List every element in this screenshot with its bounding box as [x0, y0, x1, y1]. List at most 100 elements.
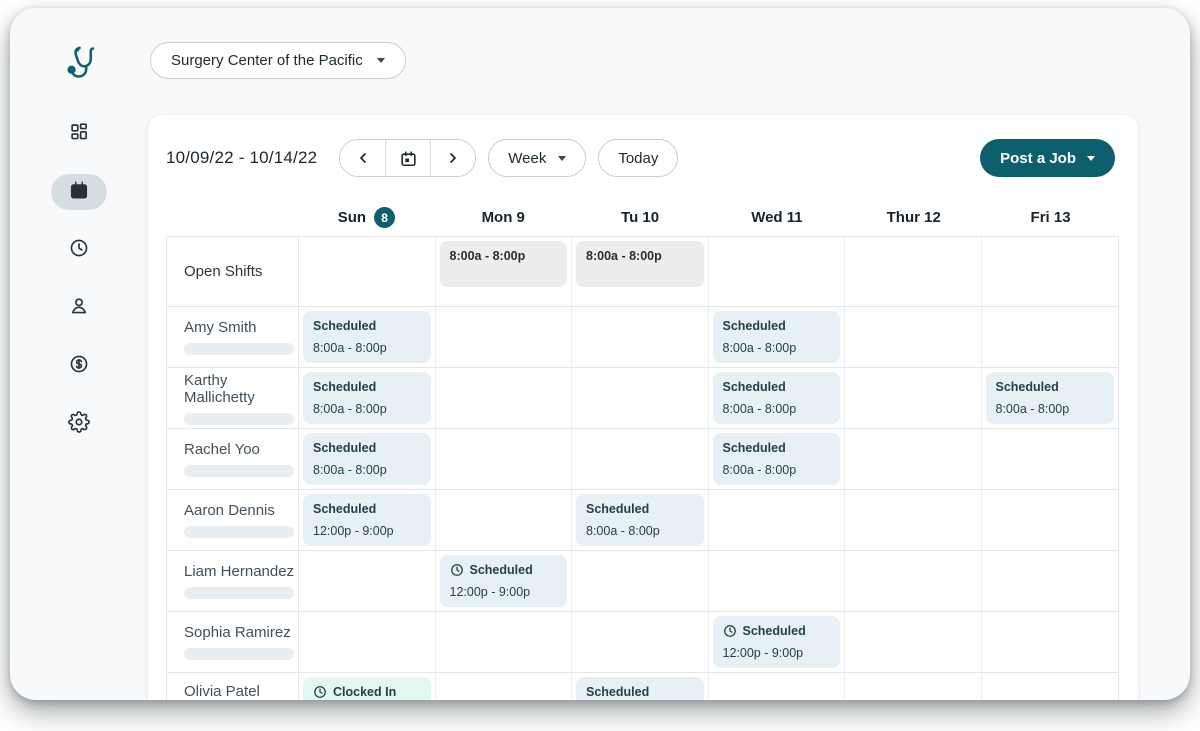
row-label-cell: Rachel Yoo: [167, 429, 299, 490]
schedule-toolbar: 10/09/22 - 10/14/22 Week: [166, 139, 1115, 177]
scheduled-shift-card[interactable]: Scheduled 12:00p - 9:00p: [439, 555, 567, 607]
sidebar-item-settings[interactable]: [51, 406, 107, 442]
day-cell[interactable]: [845, 307, 982, 368]
day-cell[interactable]: [435, 612, 572, 673]
day-cell[interactable]: [708, 490, 845, 551]
shift-card-time: 8:00a - 8:00p: [586, 524, 660, 538]
day-cell[interactable]: [572, 612, 709, 673]
scheduled-shift-card[interactable]: Scheduled 8:00a - 8:00p: [712, 433, 840, 485]
day-cell[interactable]: [845, 490, 982, 551]
shift-card-title: 8:00a - 8:00p: [586, 249, 662, 263]
day-cell[interactable]: [981, 551, 1118, 612]
staff-subtitle-placeholder: [184, 343, 294, 355]
day-cell[interactable]: 8:00a - 8:00p: [572, 237, 709, 307]
day-header-1: Mon 9: [435, 207, 572, 228]
day-cell[interactable]: Scheduled 12:00p - 9:00p: [708, 612, 845, 673]
day-cell[interactable]: Scheduled 8:00a - 8:00p: [572, 490, 709, 551]
day-cell[interactable]: [435, 429, 572, 490]
row-label-cell: Amy Smith: [167, 307, 299, 368]
day-cell[interactable]: [845, 429, 982, 490]
day-cell[interactable]: Scheduled 8:00a - 8:00p: [299, 368, 436, 429]
day-cell[interactable]: Scheduled 8:00a - 8:00p: [299, 307, 436, 368]
day-cell[interactable]: [981, 307, 1118, 368]
clock-icon: [313, 685, 327, 699]
day-cell[interactable]: [845, 237, 982, 307]
row-name: Open Shifts: [184, 263, 263, 280]
post-a-job-button[interactable]: Post a Job: [980, 139, 1115, 177]
sidebar-item-dashboard[interactable]: [51, 116, 107, 152]
day-cell[interactable]: Scheduled: [572, 673, 709, 700]
day-cell[interactable]: Scheduled 8:00a - 8:00p: [708, 429, 845, 490]
day-cell[interactable]: [435, 490, 572, 551]
day-cell[interactable]: [845, 673, 982, 700]
prev-week-button[interactable]: [340, 140, 386, 176]
row-name: Liam Hernandez: [184, 563, 295, 580]
day-cell[interactable]: [435, 307, 572, 368]
date-nav-group: [339, 139, 477, 177]
day-cell[interactable]: [981, 429, 1118, 490]
day-cell[interactable]: Scheduled 8:00a - 8:00p: [981, 368, 1118, 429]
day-cell[interactable]: 8:00a - 8:00p: [435, 237, 572, 307]
staff-subtitle-placeholder: [184, 587, 294, 599]
sidebar-item-payments[interactable]: [51, 348, 107, 384]
sidebar-item-schedule[interactable]: [51, 174, 107, 210]
staff-row: Karthy Mallichetty Scheduled 8:00a - 8:00p…: [167, 368, 1118, 429]
day-cell[interactable]: Scheduled 8:00a - 8:00p: [708, 307, 845, 368]
shift-card-time: 8:00a - 8:00p: [313, 402, 387, 416]
day-cell[interactable]: [572, 551, 709, 612]
day-header-0: Sun 8: [298, 207, 435, 228]
day-cell[interactable]: Scheduled 12:00p - 9:00p: [435, 551, 572, 612]
shift-card-time: 12:00p - 9:00p: [313, 524, 394, 538]
row-label-cell: Karthy Mallichetty: [167, 368, 299, 429]
clocked-in-card[interactable]: Clocked In: [303, 677, 431, 700]
scheduled-shift-card[interactable]: Scheduled: [576, 677, 704, 700]
shift-card-title: Scheduled: [722, 380, 786, 394]
shift-card-time: 8:00a - 8:00p: [313, 341, 387, 355]
day-label: Thur 12: [886, 209, 941, 226]
day-cell[interactable]: [981, 490, 1118, 551]
day-cell[interactable]: [299, 237, 436, 307]
day-cell[interactable]: [708, 237, 845, 307]
scheduled-shift-card[interactable]: Scheduled 8:00a - 8:00p: [303, 372, 431, 424]
scheduled-shift-card[interactable]: Scheduled 8:00a - 8:00p: [985, 372, 1114, 424]
day-cell[interactable]: [845, 368, 982, 429]
day-cell[interactable]: [299, 612, 436, 673]
day-cell[interactable]: [981, 237, 1118, 307]
day-cell[interactable]: [299, 551, 436, 612]
day-cell[interactable]: [982, 673, 1119, 700]
row-label-cell: Liam Hernandez: [167, 551, 299, 612]
next-week-button[interactable]: [430, 140, 476, 176]
scheduled-shift-card[interactable]: Scheduled 8:00a - 8:00p: [712, 372, 840, 424]
view-select[interactable]: Week: [488, 139, 587, 177]
day-cell[interactable]: [572, 307, 709, 368]
scheduled-shift-card[interactable]: Scheduled 8:00a - 8:00p: [712, 311, 840, 363]
facility-selector[interactable]: Surgery Center of the Pacific: [150, 42, 406, 79]
day-cell[interactable]: [436, 673, 572, 700]
day-cell[interactable]: [709, 673, 845, 700]
day-cell[interactable]: [572, 368, 709, 429]
day-cell[interactable]: Scheduled 8:00a - 8:00p: [708, 368, 845, 429]
day-cell[interactable]: [845, 612, 982, 673]
open-shift-card[interactable]: 8:00a - 8:00p: [576, 241, 704, 287]
shift-card-title: Scheduled: [586, 685, 650, 699]
sidebar-item-time-clock[interactable]: [51, 232, 107, 268]
day-cell[interactable]: Clocked In: [299, 673, 436, 700]
open-shift-card[interactable]: 8:00a - 8:00p: [439, 241, 567, 287]
scheduled-shift-card[interactable]: Scheduled 8:00a - 8:00p: [576, 494, 704, 546]
day-cell[interactable]: [845, 551, 982, 612]
today-button[interactable]: Today: [598, 139, 679, 177]
scheduled-shift-card[interactable]: Scheduled 12:00p - 9:00p: [303, 494, 431, 546]
day-cell[interactable]: Scheduled 12:00p - 9:00p: [299, 490, 436, 551]
day-cell[interactable]: Scheduled 8:00a - 8:00p: [299, 429, 436, 490]
day-cell[interactable]: [572, 429, 709, 490]
shift-card-title: Scheduled: [313, 380, 377, 394]
day-cell[interactable]: [435, 368, 572, 429]
scheduled-shift-card[interactable]: Scheduled 8:00a - 8:00p: [303, 311, 431, 363]
day-cell[interactable]: [981, 612, 1118, 673]
sidebar-item-staff[interactable]: [51, 290, 107, 326]
scheduled-shift-card[interactable]: Scheduled 8:00a - 8:00p: [303, 433, 431, 485]
staff-row: Liam Hernandez Scheduled 12:00p - 9:00p: [167, 551, 1118, 612]
scheduled-shift-card[interactable]: Scheduled 12:00p - 9:00p: [712, 616, 840, 668]
day-cell[interactable]: [708, 551, 845, 612]
calendar-picker-button[interactable]: [385, 140, 431, 176]
